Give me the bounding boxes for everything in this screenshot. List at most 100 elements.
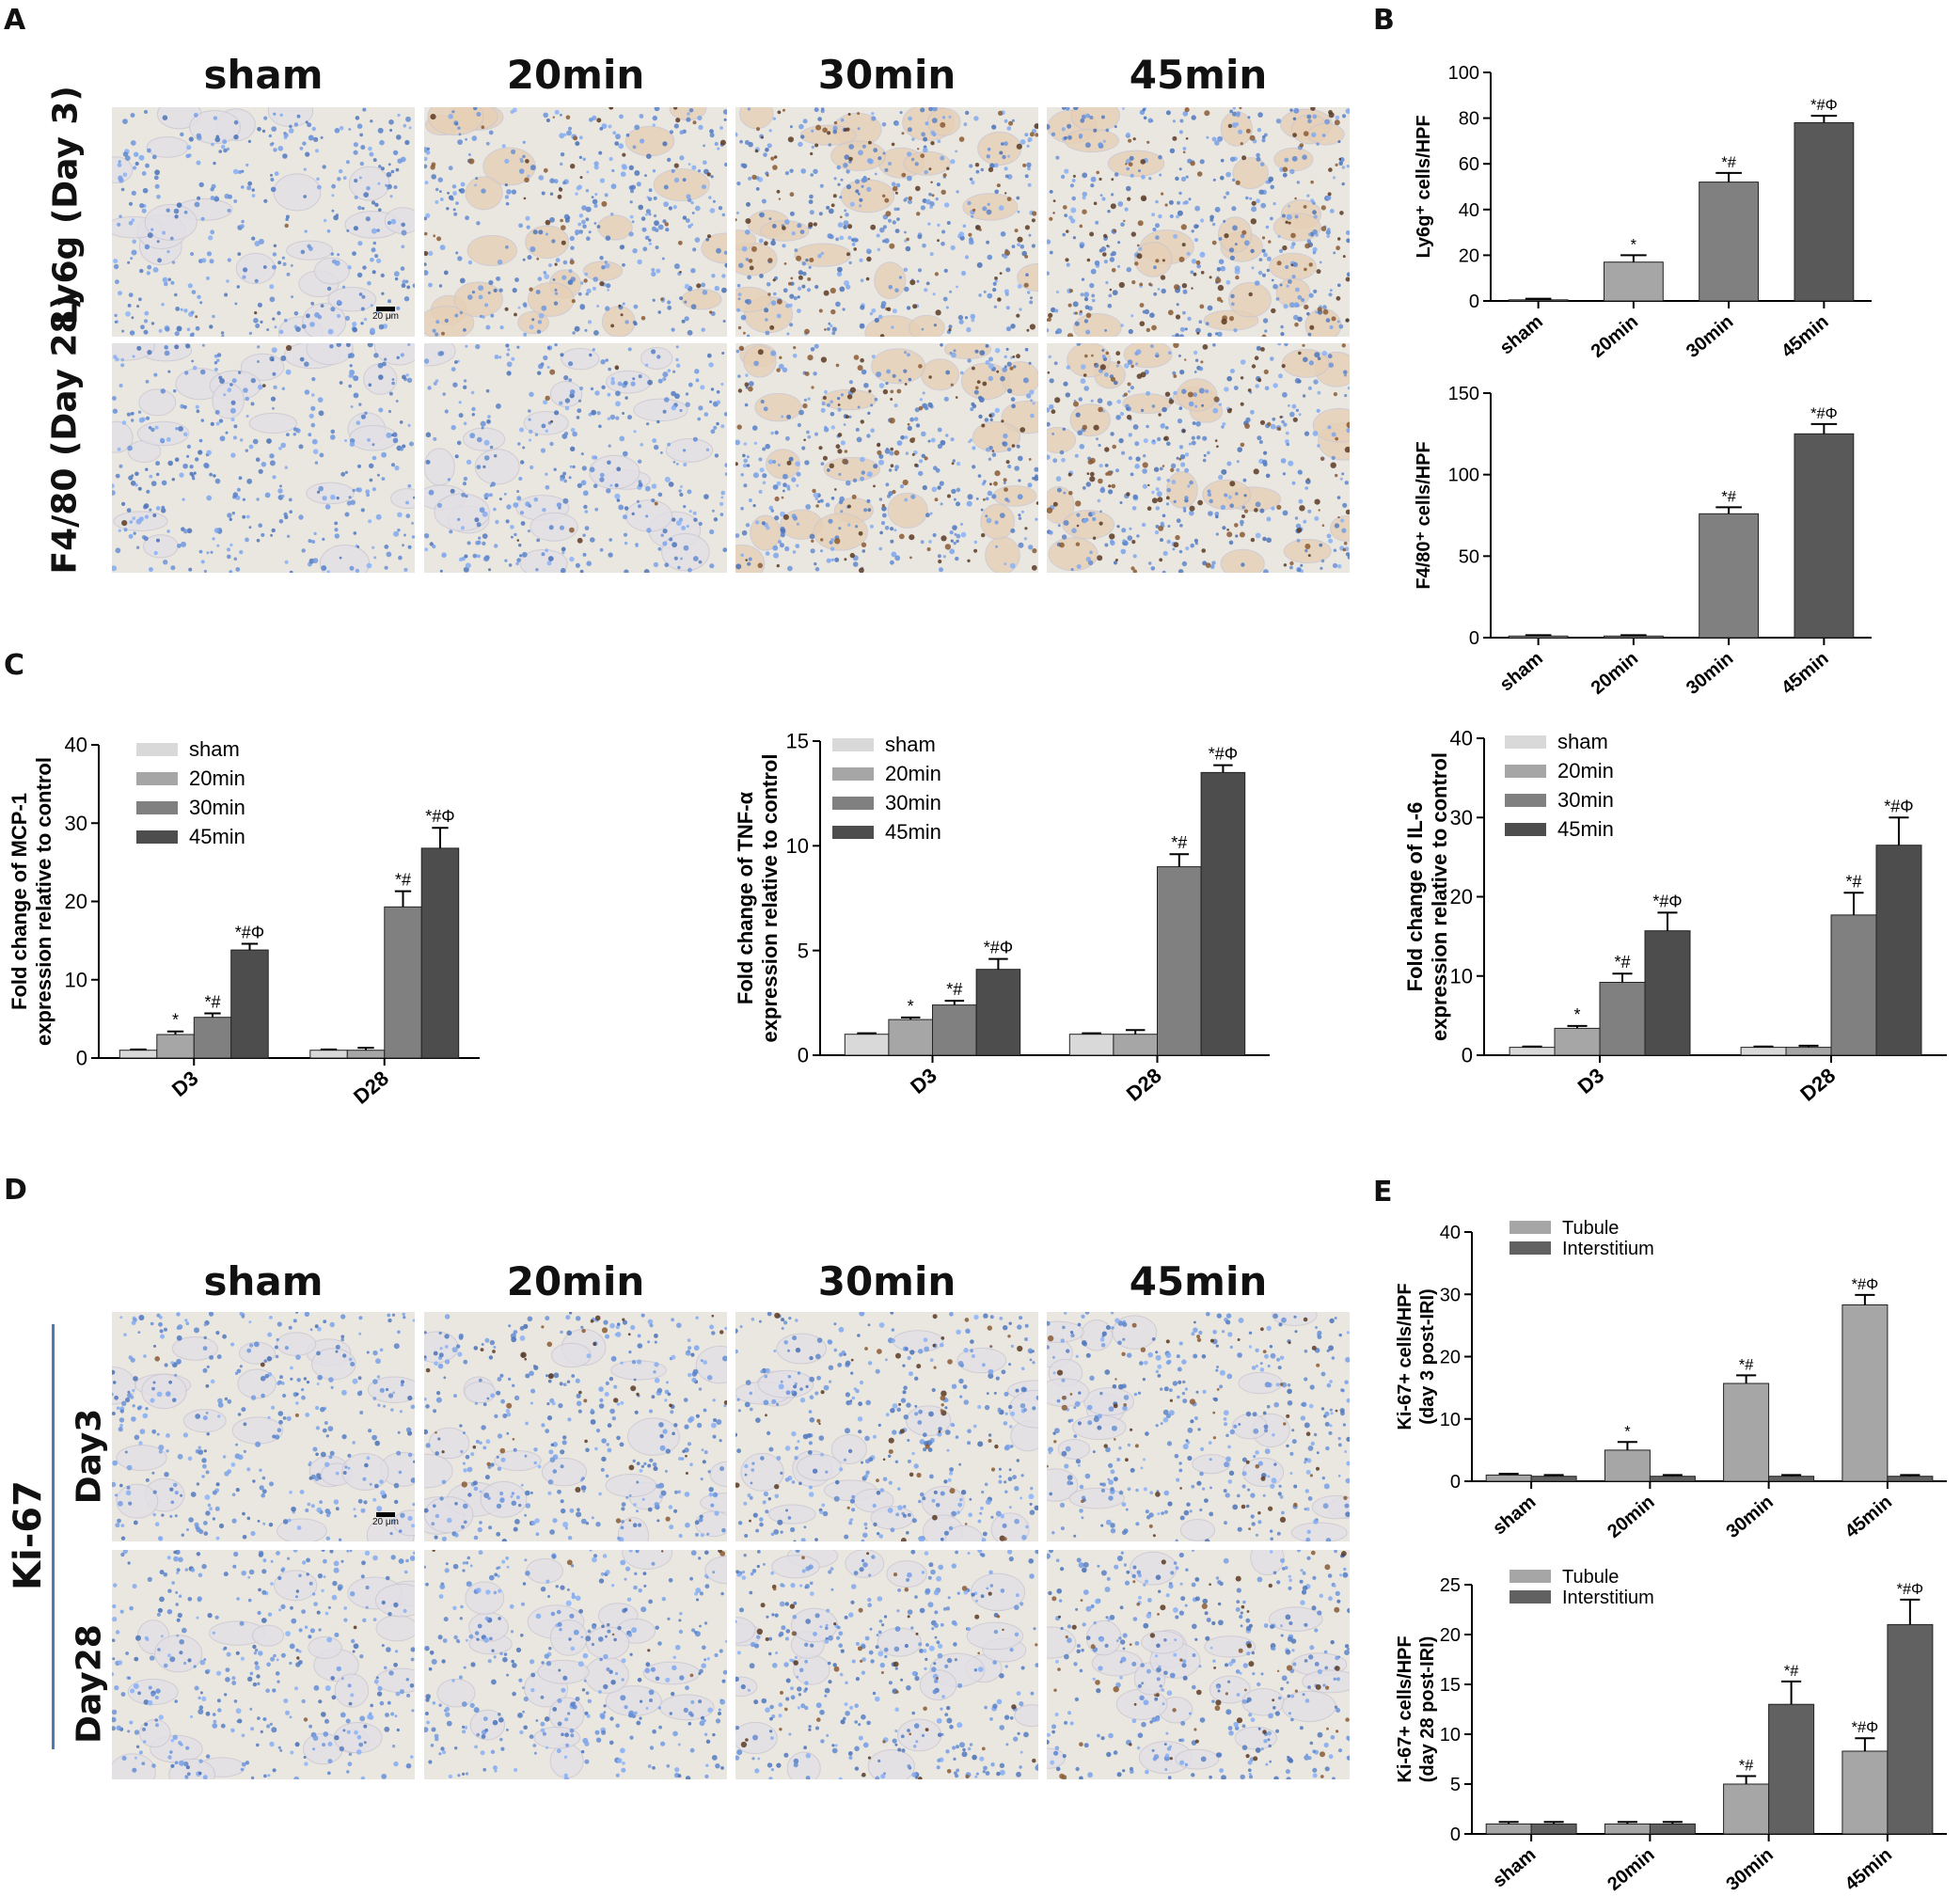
bar xyxy=(1649,1823,1696,1835)
y-tick-label: 80 xyxy=(1459,109,1479,130)
legend-label: 30min xyxy=(885,791,941,814)
legend-label: Tubule xyxy=(1562,1567,1619,1588)
micrograph-texture xyxy=(1047,1312,1350,1541)
legend-swatch xyxy=(136,830,178,844)
significance-label: *# xyxy=(1721,488,1736,505)
y-axis-label: expression relative to control xyxy=(1428,752,1451,1041)
bar xyxy=(1530,1476,1577,1482)
y-tick-label: 40 xyxy=(65,734,87,757)
chart-b2-f480: 0 50 100 150 F4/80⁺ cells/HPF sham 20min *# 30mi… xyxy=(1414,384,1872,699)
panel-d-col-45min: 45min xyxy=(1129,1258,1268,1304)
y-tick-label: 0 xyxy=(1462,1044,1473,1067)
micrograph-texture xyxy=(112,1550,415,1779)
micrograph-texture xyxy=(424,1550,727,1779)
scalebar-d-label: 20 μm xyxy=(372,1517,399,1527)
legend-swatch xyxy=(136,801,178,814)
legend-swatch xyxy=(136,772,178,785)
chart-c1-mcp1: 0 10 20 30 40 Fold change of MCP-1 expression … xyxy=(8,734,480,1109)
panel-d-row-day28: Day28 xyxy=(70,1624,109,1744)
y-axis-label: expression relative to control xyxy=(32,757,55,1046)
y-tick-label: 20 xyxy=(1450,885,1473,908)
bar xyxy=(156,1034,195,1059)
scalebar-d: 20 μm xyxy=(372,1512,399,1527)
micrograph-texture xyxy=(424,107,727,337)
y-tick-label: 5 xyxy=(798,939,809,962)
y-tick-label: 50 xyxy=(1459,546,1479,567)
x-tick-label: 30min xyxy=(1683,648,1737,699)
micrograph-a xyxy=(735,107,1038,337)
significance-label: *#Φ xyxy=(1884,797,1913,815)
significance-label: *# xyxy=(1739,1758,1754,1775)
y-axis-label: F4/80⁺ cells/HPF xyxy=(1414,441,1434,589)
legend-swatch xyxy=(1510,1241,1551,1255)
significance-label: *#Φ xyxy=(1852,1276,1879,1293)
legend-swatch xyxy=(1505,765,1546,778)
x-tick-label: D28 xyxy=(349,1066,393,1109)
x-tick-label: D3 xyxy=(167,1066,203,1101)
micrograph-d xyxy=(424,1550,727,1779)
bar xyxy=(309,1050,348,1059)
micrograph-texture xyxy=(1047,107,1350,337)
scalebar-a-label: 20 μm xyxy=(372,311,399,322)
micrograph-texture xyxy=(735,343,1038,573)
panel-label-d: D xyxy=(4,1174,27,1207)
bar xyxy=(1785,1047,1832,1056)
bar xyxy=(1699,182,1760,302)
x-tick-label: 20min xyxy=(1588,311,1642,362)
micrograph-d xyxy=(1047,1312,1350,1541)
x-tick-label: sham xyxy=(1489,1844,1540,1891)
chart-c2-tnfa: 0 5 10 15 Fold change of TNF-α expression rel… xyxy=(734,730,1270,1106)
bar xyxy=(1604,261,1664,302)
bar xyxy=(1604,1823,1651,1835)
significance-label: *#Φ xyxy=(425,807,454,826)
bar xyxy=(1599,982,1646,1056)
legend-label: Interstitium xyxy=(1562,1239,1654,1259)
legend-label: 45min xyxy=(189,825,245,848)
legend-swatch xyxy=(1510,1221,1551,1234)
bar xyxy=(1604,635,1664,639)
x-tick-label: 20min xyxy=(1604,1844,1658,1895)
significance-label: *#Φ xyxy=(1810,97,1838,114)
y-tick-label: 10 xyxy=(65,968,87,991)
micrograph-texture xyxy=(424,343,727,573)
y-axis-label: Ki-67+ cells/HPF xyxy=(1395,1635,1415,1782)
micrograph-texture xyxy=(735,1550,1038,1779)
significance-label: *# xyxy=(1739,1356,1754,1373)
y-tick-label: 20 xyxy=(1440,1348,1461,1368)
y-tick-label: 10 xyxy=(1440,1725,1461,1746)
bar xyxy=(932,1004,977,1056)
significance-label: *#Φ xyxy=(1810,405,1838,422)
x-tick-label: 45min xyxy=(1841,1844,1896,1895)
x-tick-label: 20min xyxy=(1604,1492,1658,1542)
significance-label: *# xyxy=(946,980,962,999)
bar xyxy=(1113,1034,1158,1056)
x-tick-label: 30min xyxy=(1722,1492,1777,1542)
y-tick-label: 20 xyxy=(65,890,87,913)
y-axis-label: expression relative to control xyxy=(758,754,782,1043)
bar xyxy=(1723,1783,1770,1835)
y-tick-label: 10 xyxy=(786,834,809,858)
y-tick-label: 25 xyxy=(1440,1575,1461,1596)
legend-label: Interstitium xyxy=(1562,1588,1654,1608)
bar xyxy=(1508,299,1569,302)
bar xyxy=(193,1017,232,1059)
bar xyxy=(1554,1027,1601,1056)
bar xyxy=(1508,635,1569,639)
significance-label: * xyxy=(1631,236,1637,253)
y-tick-label: 40 xyxy=(1450,727,1473,750)
legend-swatch xyxy=(1505,735,1546,749)
significance-label: *#Φ xyxy=(1652,892,1682,910)
bar xyxy=(888,1019,933,1056)
bar xyxy=(1768,1476,1815,1482)
significance-label: * xyxy=(172,1011,179,1030)
panel-label-b: B xyxy=(1373,4,1395,37)
micrograph-a xyxy=(112,343,415,573)
bar xyxy=(1649,1476,1696,1482)
bar xyxy=(1794,433,1855,639)
y-axis-label: Fold change of MCP-1 xyxy=(8,793,31,1010)
legend-label: 20min xyxy=(1557,759,1614,782)
bar xyxy=(1887,1623,1934,1835)
micrograph-d xyxy=(112,1312,415,1541)
legend-label: sham xyxy=(189,737,240,761)
bar xyxy=(1530,1823,1577,1835)
